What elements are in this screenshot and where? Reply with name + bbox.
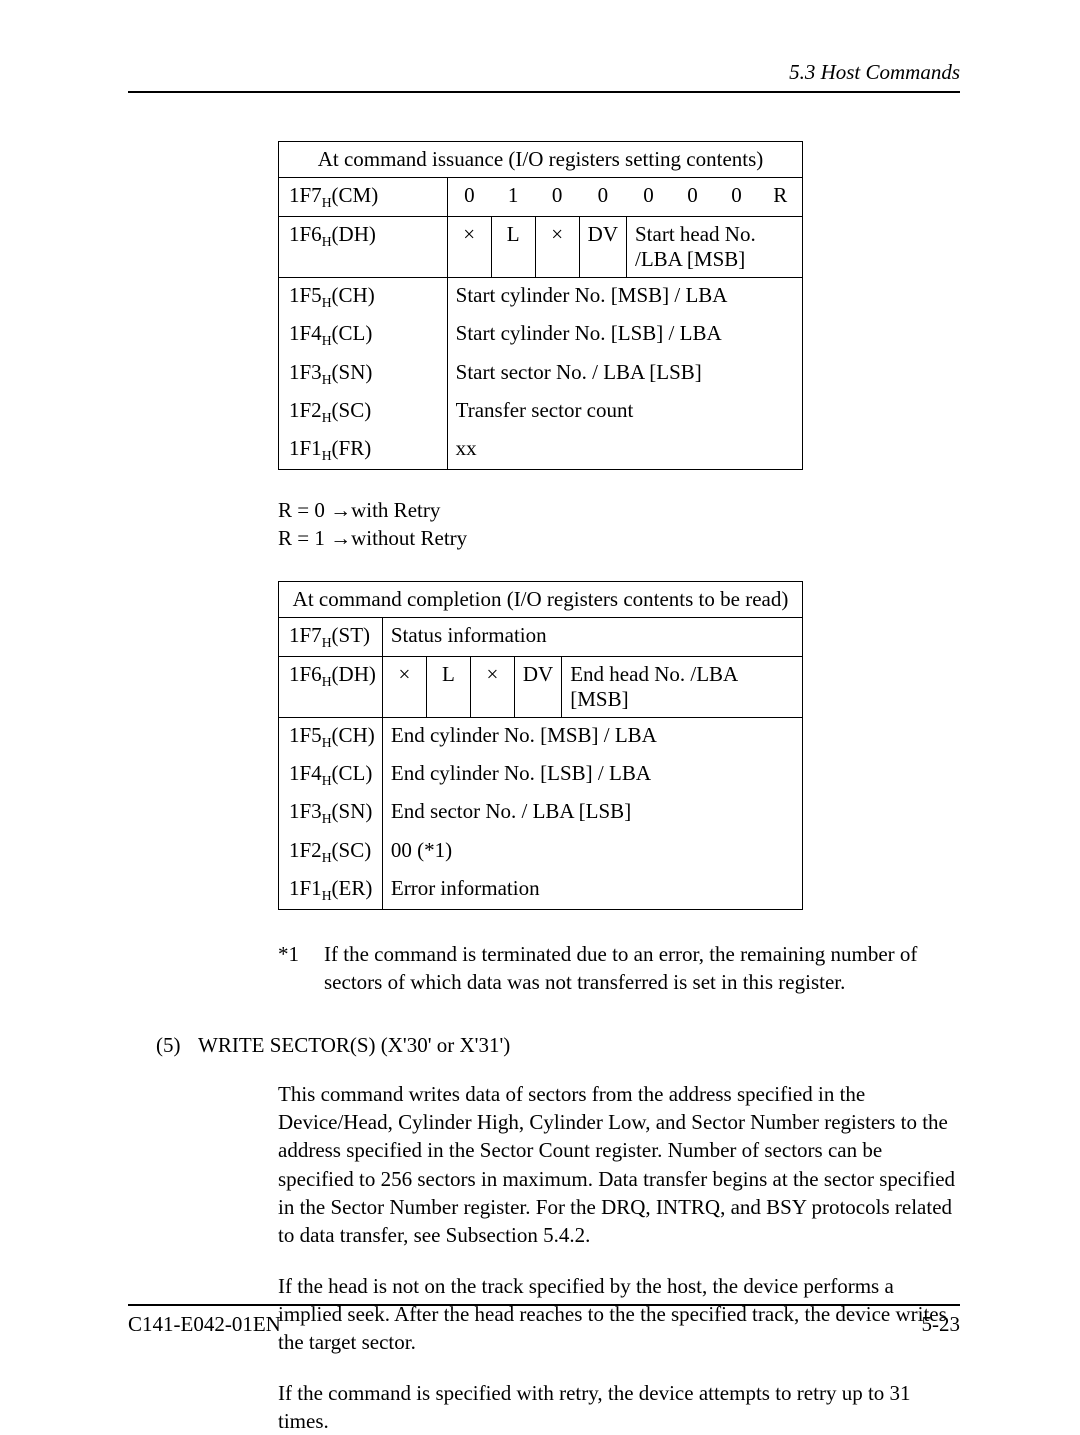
- t1-r1-b6: 1: [491, 178, 535, 217]
- table2-title: At command completion (I/O registers con…: [279, 581, 803, 617]
- t1-r4-reg: 1F4H(CL): [279, 316, 448, 354]
- t1-r2-b7: ×: [447, 217, 491, 278]
- footnote-1-text: If the command is terminated due to an e…: [324, 940, 960, 997]
- t1-r1-b7: 0: [447, 178, 491, 217]
- footer-page: 5-23: [922, 1312, 961, 1337]
- t1-r1-b2: 0: [671, 178, 715, 217]
- t1-r1-reg: 1F7H(CM): [279, 178, 448, 217]
- t1-r7-val: xx: [447, 431, 802, 470]
- t2-r7-val: Error information: [382, 871, 802, 910]
- t2-r2-b5: ×: [470, 657, 514, 718]
- t1-r1-b3: 0: [627, 178, 671, 217]
- footnote-1-label: *1: [278, 940, 306, 997]
- t1-r5-val: Start sector No. / LBA [LSB]: [447, 355, 802, 393]
- t2-r2-b6: L: [426, 657, 470, 718]
- t2-r2-b7: ×: [382, 657, 426, 718]
- t2-r5-val: End sector No. / LBA [LSB]: [382, 794, 802, 832]
- page-header: 5.3 Host Commands: [128, 60, 960, 93]
- header-section: 5.3 Host Commands: [789, 60, 960, 84]
- t2-r2-b4: DV: [514, 657, 561, 718]
- t1-r1-b0: R: [759, 178, 803, 217]
- paragraph-3: If the command is specified with retry, …: [278, 1379, 960, 1435]
- t1-r3-reg: 1F5H(CH): [279, 278, 448, 317]
- t1-r4-val: Start cylinder No. [LSB] / LBA: [447, 316, 802, 354]
- footer-doc: C141-E042-01EN: [128, 1312, 281, 1337]
- t1-r3-val: Start cylinder No. [MSB] / LBA: [447, 278, 802, 317]
- retry-line-2: R = 1 →without Retry: [278, 524, 960, 552]
- t2-r2-reg: 1F6H(DH): [279, 657, 383, 718]
- t2-r6-reg: 1F2H(SC): [279, 833, 383, 871]
- t2-r7-reg: 1F1H(ER): [279, 871, 383, 910]
- t2-r4-reg: 1F4H(CL): [279, 756, 383, 794]
- section-5-title: WRITE SECTOR(S) (X'30' or X'31'): [198, 1033, 510, 1058]
- t1-r1-b1: 0: [715, 178, 759, 217]
- t2-r5-reg: 1F3H(SN): [279, 794, 383, 832]
- t2-r4-val: End cylinder No. [LSB] / LBA: [382, 756, 802, 794]
- t1-r2-b5: ×: [535, 217, 579, 278]
- footnote-1: *1 If the command is terminated due to a…: [278, 940, 960, 997]
- t1-r2-b6: L: [491, 217, 535, 278]
- t1-r2-b4: DV: [579, 217, 626, 278]
- t2-r1-val: Status information: [382, 617, 802, 656]
- t2-r6-val: 00 (*1): [382, 833, 802, 871]
- t1-r2-rest: Start head No. /LBA [MSB]: [627, 217, 803, 278]
- t2-r3-val: End cylinder No. [MSB] / LBA: [382, 718, 802, 757]
- t1-r7-reg: 1F1H(FR): [279, 431, 448, 470]
- t1-r1-b5: 0: [535, 178, 579, 217]
- completion-table: At command completion (I/O registers con…: [278, 581, 803, 910]
- t2-r2-rest: End head No. /LBA [MSB]: [562, 657, 803, 718]
- t2-r3-reg: 1F5H(CH): [279, 718, 383, 757]
- t1-r2-reg: 1F6H(DH): [279, 217, 448, 278]
- paragraph-1: This command writes data of sectors from…: [278, 1080, 960, 1250]
- t1-r1-b4: 0: [579, 178, 626, 217]
- t1-r6-val: Transfer sector count: [447, 393, 802, 431]
- t1-r5-reg: 1F3H(SN): [279, 355, 448, 393]
- t2-r1-reg: 1F7H(ST): [279, 617, 383, 656]
- section-5-number: (5): [156, 1033, 184, 1058]
- table1-title: At command issuance (I/O registers setti…: [279, 142, 803, 178]
- section-5-heading: (5) WRITE SECTOR(S) (X'30' or X'31'): [156, 1033, 960, 1058]
- t1-r6-reg: 1F2H(SC): [279, 393, 448, 431]
- retry-note: R = 0 →with Retry R = 1 →without Retry: [278, 496, 960, 553]
- retry-line-1: R = 0 →with Retry: [278, 496, 960, 524]
- page-footer: C141-E042-01EN 5-23: [128, 1304, 960, 1337]
- issuance-table: At command issuance (I/O registers setti…: [278, 141, 803, 470]
